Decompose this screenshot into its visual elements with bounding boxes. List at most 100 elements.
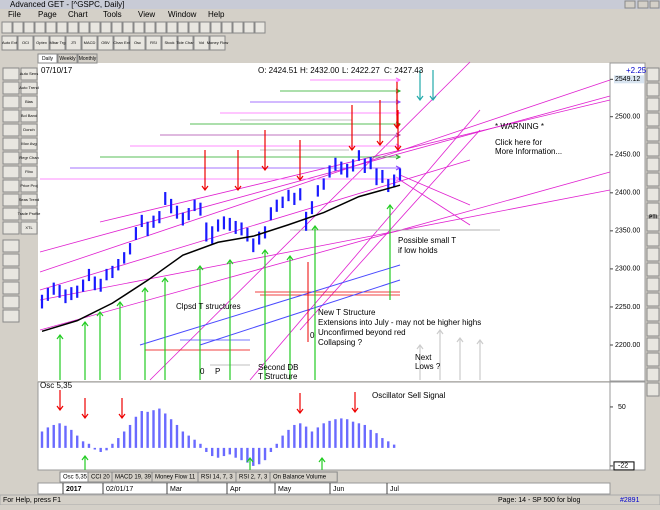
side-tool-label[interactable]: Mov Avg [21, 141, 36, 146]
toolbar-button[interactable] [161, 35, 178, 51]
side-tool[interactable] [20, 151, 38, 165]
side-icon[interactable] [2, 295, 20, 309]
right-tool[interactable] [646, 202, 660, 217]
tool-icon[interactable] [188, 21, 200, 34]
period-tab-label[interactable]: Monthly [79, 56, 97, 62]
tool-icon[interactable] [34, 21, 46, 34]
tool-icon[interactable] [12, 21, 24, 34]
period-tab[interactable] [57, 53, 78, 64]
menu-item[interactable]: View [138, 10, 155, 19]
indicator-tab-label[interactable]: On Balance Volume [273, 475, 327, 481]
side-tool[interactable] [20, 207, 38, 221]
toolbar-button[interactable] [33, 35, 50, 51]
side-icon[interactable] [2, 67, 20, 81]
side-icon[interactable] [2, 239, 20, 253]
right-tool-label[interactable]: PTI [649, 214, 657, 220]
side-tool-label[interactable]: Trade Profile [18, 211, 42, 216]
side-icon[interactable] [2, 281, 20, 295]
right-tool[interactable] [646, 142, 660, 157]
side-tool-label[interactable]: Donch [23, 127, 35, 132]
tool-icon[interactable] [45, 21, 57, 34]
tool-icon[interactable] [78, 21, 90, 34]
right-tool[interactable] [646, 232, 660, 247]
right-tool[interactable] [646, 352, 660, 367]
toolbar-button[interactable] [145, 35, 162, 51]
right-tool[interactable] [646, 382, 660, 397]
side-tool-label[interactable]: Auto Trend [19, 85, 39, 90]
side-tool-label[interactable]: Price Proj [20, 183, 37, 188]
indicator-tab-label[interactable]: MACD 19, 39, 9 [115, 475, 158, 481]
side-tool-label[interactable]: Auto Sens [20, 71, 38, 76]
toolbar-label[interactable]: Money Flow [207, 40, 229, 45]
period-tab-label[interactable]: Daily [42, 56, 54, 62]
period-tab[interactable] [77, 53, 98, 64]
tool-icon[interactable] [254, 21, 266, 34]
toolbar-label[interactable]: OBV [101, 40, 110, 45]
toolbar-label[interactable]: Chan Ext [113, 40, 130, 45]
side-icon[interactable] [2, 109, 20, 123]
right-tool[interactable] [646, 172, 660, 187]
indicator-tab-label[interactable]: CCI 20 [91, 475, 110, 481]
tool-icon[interactable] [23, 21, 35, 34]
period-tab[interactable] [37, 53, 58, 64]
tool-icon[interactable] [144, 21, 156, 34]
right-tool[interactable] [646, 367, 660, 382]
side-tool[interactable] [20, 193, 38, 207]
menu-item[interactable]: Window [168, 10, 197, 19]
right-tool[interactable] [646, 157, 660, 172]
indicator-tab-label[interactable]: RSI 2, 7, 3 [239, 475, 268, 481]
side-icon[interactable] [2, 165, 20, 179]
window-button[interactable] [649, 0, 660, 9]
side-icon[interactable] [2, 137, 20, 151]
tool-icon[interactable] [67, 21, 79, 34]
toolbar-label[interactable]: Optex [36, 40, 47, 45]
menu-item[interactable]: Chart [68, 10, 88, 19]
menu-item[interactable]: File [8, 10, 21, 19]
side-tool[interactable] [20, 165, 38, 179]
indicator-tab-label[interactable]: RSI 14, 7, 3 [201, 475, 233, 481]
indicator-tab[interactable] [269, 471, 338, 483]
right-tool[interactable] [646, 97, 660, 112]
period-tab-label[interactable]: Weekly [59, 56, 76, 62]
right-tool[interactable] [646, 277, 660, 292]
toolbar-button[interactable] [209, 35, 226, 51]
tool-icon[interactable] [221, 21, 233, 34]
side-tool[interactable] [20, 123, 38, 137]
tool-icon[interactable] [210, 21, 222, 34]
tool-icon[interactable] [1, 21, 13, 34]
tool-icon[interactable] [155, 21, 167, 34]
right-tool[interactable] [646, 187, 660, 202]
toolbar-button[interactable] [81, 35, 98, 51]
toolbar-button[interactable] [49, 35, 66, 51]
right-tool[interactable] [646, 292, 660, 307]
right-tool[interactable] [646, 82, 660, 97]
toolbar-button[interactable] [97, 35, 114, 51]
side-tool[interactable] [20, 67, 38, 81]
side-tool[interactable] [20, 81, 38, 95]
side-tool-label[interactable]: Fibo [25, 169, 34, 174]
menu-item[interactable]: Help [208, 10, 225, 19]
toolbar-label[interactable]: Auto Ext [2, 40, 18, 45]
toolbar-label[interactable]: OCI [22, 40, 29, 45]
right-tool[interactable] [646, 322, 660, 337]
tool-icon[interactable] [111, 21, 123, 34]
toolbar-label[interactable]: Osc [134, 40, 141, 45]
side-tool[interactable] [20, 109, 38, 123]
toolbar-label[interactable]: Mbar Trg [49, 40, 65, 45]
tool-icon[interactable] [133, 21, 145, 34]
toolbar-button[interactable] [177, 35, 194, 51]
side-icon[interactable] [2, 193, 20, 207]
toolbar-button[interactable] [113, 35, 130, 51]
tool-icon[interactable] [100, 21, 112, 34]
side-tool-label[interactable]: Bias [25, 99, 33, 104]
tool-icon[interactable] [232, 21, 244, 34]
annotation[interactable]: * WARNING * [495, 122, 544, 131]
side-icon[interactable] [2, 253, 20, 267]
side-tool[interactable] [20, 179, 38, 193]
window-button[interactable] [637, 0, 649, 9]
side-tool[interactable] [20, 221, 38, 235]
side-tool[interactable] [20, 137, 38, 151]
menu-item[interactable]: Tools [103, 10, 122, 19]
toolbar-label[interactable]: Vol [199, 40, 205, 45]
side-tool-label[interactable]: Seas Trend [19, 197, 39, 202]
